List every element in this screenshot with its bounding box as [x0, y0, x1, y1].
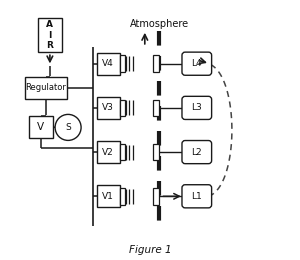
Text: V1: V1 — [102, 192, 114, 201]
Bar — [153, 55, 159, 72]
Bar — [153, 144, 159, 160]
Bar — [97, 97, 120, 119]
FancyBboxPatch shape — [182, 52, 212, 75]
Bar — [153, 188, 159, 205]
Bar — [153, 100, 159, 116]
Bar — [97, 53, 120, 75]
Bar — [38, 18, 62, 52]
Bar — [97, 185, 120, 207]
Text: V3: V3 — [102, 103, 114, 112]
Text: S: S — [65, 123, 71, 132]
FancyBboxPatch shape — [182, 185, 212, 208]
Circle shape — [55, 114, 81, 140]
Text: Figure 1: Figure 1 — [129, 245, 171, 255]
Bar — [120, 144, 125, 160]
Text: V: V — [37, 122, 44, 132]
Text: V2: V2 — [102, 148, 114, 157]
Bar — [120, 55, 125, 72]
Bar — [97, 141, 120, 163]
FancyBboxPatch shape — [182, 96, 212, 120]
Bar — [120, 100, 125, 116]
Bar — [25, 77, 67, 99]
Bar — [120, 188, 125, 205]
Bar — [29, 116, 52, 138]
Text: A
I
R: A I R — [46, 20, 53, 50]
Text: L1: L1 — [191, 192, 202, 201]
Text: V4: V4 — [102, 59, 114, 68]
Text: L4: L4 — [191, 59, 202, 68]
FancyBboxPatch shape — [182, 141, 212, 164]
Text: Regulator: Regulator — [26, 83, 66, 92]
Text: L2: L2 — [191, 148, 202, 157]
Text: Atmosphere: Atmosphere — [130, 19, 189, 29]
Text: L3: L3 — [191, 103, 202, 112]
